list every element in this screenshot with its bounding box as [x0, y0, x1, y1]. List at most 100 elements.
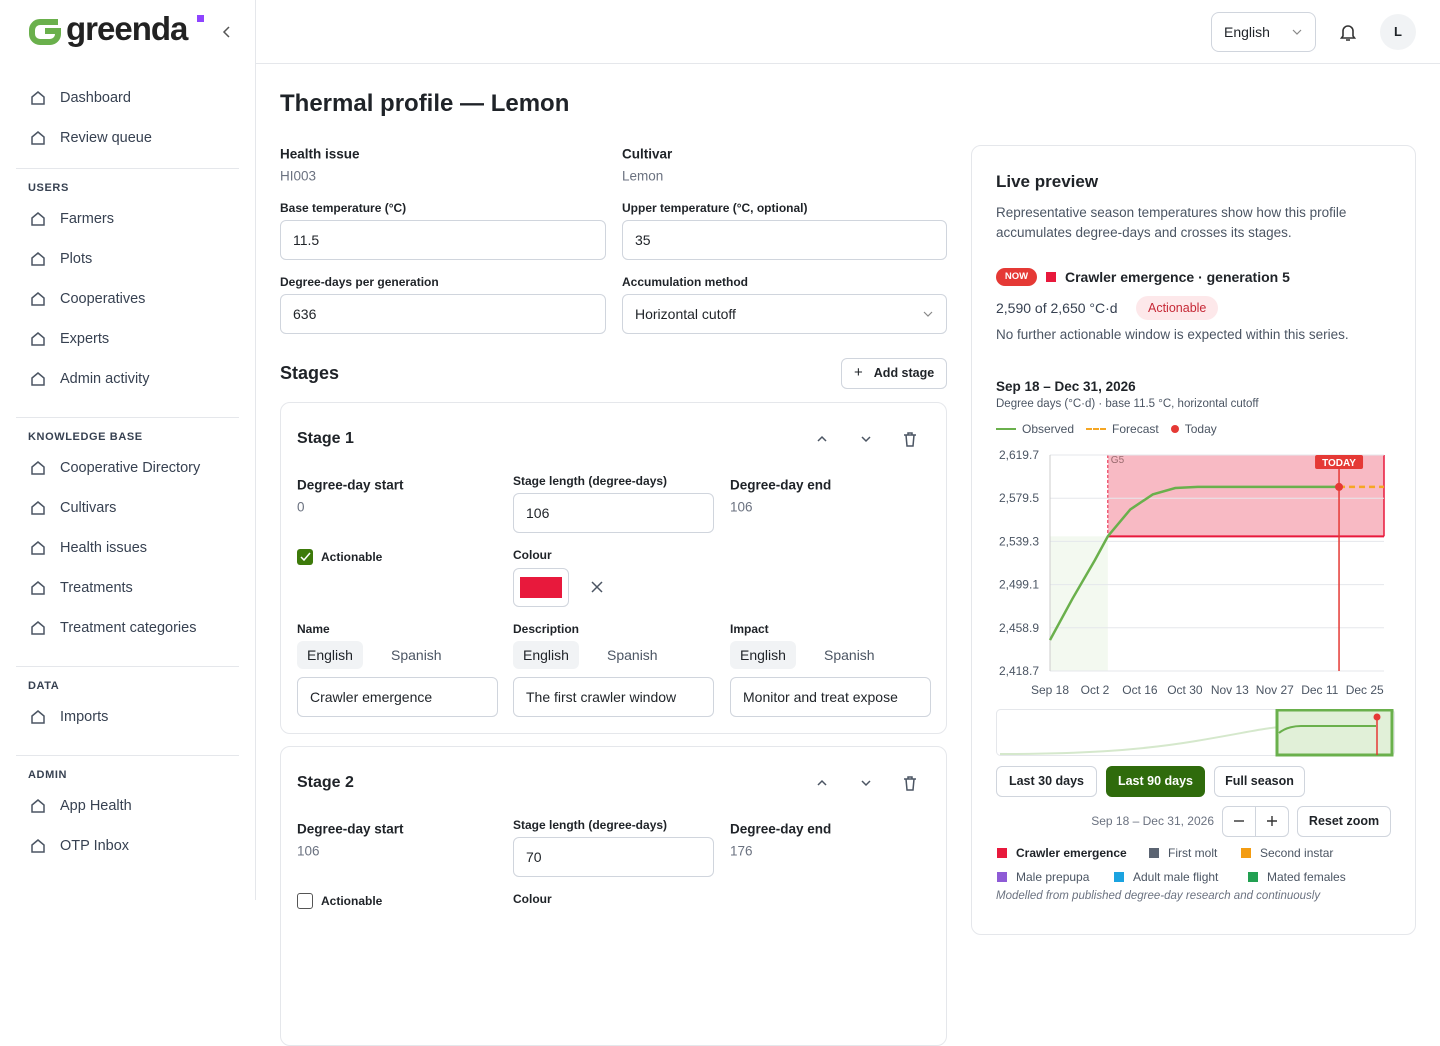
chart: G5 2,418.7 2,458.9 2,499.1 2,539.3 2,579.5 2,6… [999, 448, 1385, 697]
checkbox[interactable] [297, 549, 313, 565]
brush[interactable] [996, 709, 1396, 757]
nav-item[interactable]: Cultivars [60, 500, 117, 516]
input[interactable]: 11.5 [280, 220, 606, 260]
section-title: USERS [28, 182, 69, 194]
series-line [1048, 485, 1340, 641]
status-swatch [1046, 272, 1056, 282]
legend-label: Adult male flight [1133, 870, 1219, 884]
nav-item[interactable]: Admin activity [60, 371, 150, 387]
nav-item[interactable]: Review queue [60, 130, 152, 146]
bell[interactable] [1338, 22, 1358, 42]
legend-swatch [1241, 848, 1251, 858]
select[interactable]: Horizontal cutoff [622, 294, 947, 334]
legend-label: Observed [1022, 422, 1075, 436]
nav-item[interactable]: Cooperative Directory [60, 460, 201, 476]
nav-item[interactable]: Health issues [60, 540, 148, 556]
nav-item[interactable]: Cooperatives [60, 291, 146, 307]
checkbox[interactable] [297, 893, 313, 909]
zoom-controls[interactable] [1222, 806, 1289, 837]
preview-title: Live preview [996, 172, 1099, 191]
legend-label: Crawler emergence [1016, 846, 1127, 860]
sidebar: greenda Dashboard Review queue USERS Farmer… [0, 0, 256, 900]
section-title: ADMIN [28, 769, 68, 781]
language-tab[interactable]: English [513, 641, 579, 669]
language-tab[interactable]: English [297, 641, 363, 669]
language-tab[interactable]: Spanish [607, 647, 658, 663]
legend-swatch [1248, 872, 1258, 882]
nav-item[interactable]: Plots [60, 251, 93, 267]
language: English [1224, 24, 1270, 40]
legend-label: Forecast [1112, 422, 1159, 436]
nav-item[interactable]: Experts [60, 331, 110, 347]
collapse[interactable] [221, 25, 233, 39]
stage-label: G5 [1111, 455, 1125, 466]
nav-item[interactable]: Farmers [60, 211, 114, 227]
brand-dot [197, 15, 204, 22]
colour-picker[interactable] [513, 568, 569, 607]
input-label: Upper temperature (°C, optional) [622, 201, 808, 215]
field-label: Health issue [280, 146, 360, 162]
move-up[interactable] [813, 430, 831, 448]
nav-item[interactable]: OTP Inbox [60, 838, 130, 854]
language-tab[interactable]: English [730, 641, 796, 669]
preview-description: Representative season temperatures show … [996, 205, 1347, 240]
nav-icon [31, 292, 45, 306]
divider [16, 666, 239, 667]
legend-swatch [1114, 872, 1124, 882]
stage-card [280, 402, 947, 734]
language-tab[interactable]: Spanish [824, 647, 875, 663]
nav-icon [31, 212, 45, 226]
legend-item: Today [1170, 422, 1217, 436]
field-label: Degree-day end [730, 477, 832, 493]
language-select[interactable]: English [1211, 12, 1316, 52]
move-down[interactable] [857, 774, 875, 792]
x-tick-label: Dec 25 [1346, 683, 1384, 697]
input[interactable]: 106 [513, 493, 714, 533]
range-button[interactable]: Last 90 days [1106, 766, 1205, 797]
nav-icon [31, 131, 45, 145]
clear-colour[interactable] [588, 578, 606, 596]
checkbox-label: Actionable [321, 550, 383, 564]
stage-title: Stage 2 [297, 774, 354, 791]
section-title: DATA [28, 680, 60, 692]
x-tick-label: Nov 27 [1256, 683, 1294, 697]
range-button[interactable]: Last 30 days [996, 766, 1097, 797]
avatar[interactable]: L [1380, 14, 1416, 50]
range-button[interactable]: Full season [1214, 766, 1305, 797]
reset-zoom[interactable]: Reset zoom [1297, 806, 1391, 837]
input-label: Colour [513, 548, 552, 562]
nav-item[interactable]: Treatments [60, 580, 133, 596]
legend-label: Male prepupa [1016, 870, 1090, 884]
input[interactable]: Monitor and treat expose [730, 677, 931, 717]
nav-item[interactable]: App Health [60, 798, 132, 814]
nav-icon [31, 541, 45, 555]
input[interactable]: 70 [513, 837, 714, 877]
zoom-out[interactable] [1233, 815, 1245, 827]
delete[interactable] [901, 430, 919, 448]
brand: greenda [66, 10, 188, 47]
plus-icon: + [854, 364, 863, 381]
move-down[interactable] [857, 430, 875, 448]
input[interactable]: The first crawler window [513, 677, 714, 717]
y-tick-label: 2,539.3 [999, 534, 1039, 548]
checkbox-label: Actionable [321, 894, 383, 908]
input[interactable]: 636 [280, 294, 606, 334]
today-label: TODAY [1322, 458, 1356, 469]
field-value: Lemon [622, 168, 664, 184]
move-up[interactable] [813, 774, 831, 792]
add-stage[interactable]: Add stage [841, 358, 947, 389]
range-title: Sep 18 – Dec 31, 2026 [996, 379, 1136, 394]
range-text: Sep 18 – Dec 31, 2026 [1091, 814, 1214, 828]
input-label: Colour [513, 892, 552, 906]
nav-item[interactable]: Imports [60, 709, 109, 725]
zoom-in[interactable] [1266, 815, 1278, 827]
section-title: KNOWLEDGE BASE [28, 431, 143, 443]
input[interactable]: 35 [622, 220, 947, 260]
language-tab[interactable]: Spanish [391, 647, 442, 663]
input-label: Name [297, 622, 330, 636]
nav-item[interactable]: Treatment categories [60, 620, 197, 636]
delete[interactable] [901, 774, 919, 792]
nav-item[interactable]: Dashboard [60, 90, 131, 106]
input[interactable]: Crawler emergence [297, 677, 498, 717]
divider [16, 168, 239, 169]
